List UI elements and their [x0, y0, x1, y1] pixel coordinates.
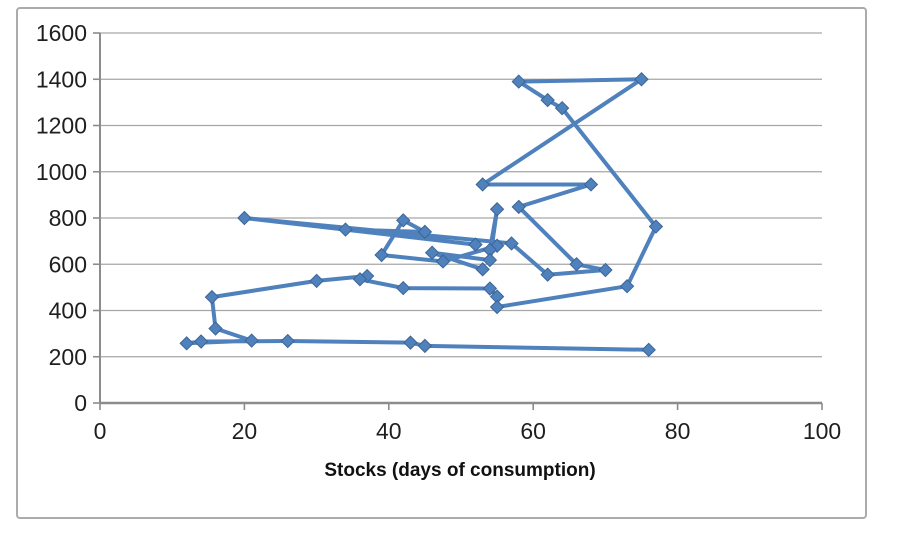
data-point-marker	[403, 335, 418, 350]
y-tick-label: 200	[49, 344, 87, 370]
x-tick-label: 40	[376, 418, 402, 444]
data-point-marker	[237, 210, 252, 226]
data-point-marker	[396, 280, 411, 296]
data-point-marker	[598, 262, 613, 278]
data-point-marker	[482, 281, 498, 296]
data-point-marker	[309, 273, 324, 289]
axes	[93, 32, 823, 410]
data-point-marker	[359, 268, 375, 284]
data-series	[179, 72, 664, 358]
y-tick-label: 1400	[36, 66, 87, 92]
data-point-marker	[424, 245, 440, 260]
data-series-line	[184, 77, 658, 352]
y-tick-label: 1200	[36, 113, 87, 139]
data-point-marker	[619, 279, 635, 294]
y-tick-label: 800	[49, 205, 87, 231]
data-point-marker	[511, 199, 526, 215]
data-point-marker	[475, 262, 490, 277]
data-point-marker	[554, 100, 570, 116]
x-tick-label: 20	[232, 418, 258, 444]
x-tick-label: 60	[520, 418, 546, 444]
data-point-marker	[482, 252, 498, 268]
data-point-marker	[648, 219, 664, 234]
data-point-marker	[179, 336, 194, 351]
data-point-marker	[338, 222, 353, 237]
data-point-marker	[475, 177, 490, 192]
data-point-marker	[468, 237, 483, 252]
x-axis-title: Stocks (days of consumption)	[324, 460, 595, 481]
x-tick-label: 0	[94, 418, 107, 444]
data-point-marker	[540, 92, 555, 108]
y-tick-label: 1600	[36, 20, 87, 46]
data-point-marker	[193, 334, 209, 349]
y-tick-label: 600	[49, 251, 87, 277]
data-point-marker	[417, 224, 433, 240]
y-tick-label: 0	[74, 390, 87, 416]
data-point-marker	[504, 236, 519, 251]
data-point-marker	[417, 338, 433, 354]
data-point-marker	[569, 257, 584, 272]
data-point-marker	[489, 202, 505, 217]
data-point-marker	[634, 72, 649, 87]
data-point-marker	[280, 333, 295, 349]
data-point-marker	[352, 272, 368, 287]
data-point-marker	[435, 254, 451, 269]
data-point-marker	[208, 321, 223, 336]
data-point-marker	[540, 267, 555, 282]
x-tick-label: 80	[665, 418, 691, 444]
data-point-marker	[583, 177, 599, 192]
data-point-marker	[396, 213, 411, 228]
data-point-marker	[641, 342, 656, 358]
data-point-marker	[204, 289, 220, 305]
x-tick-label: 100	[803, 418, 841, 444]
y-tick-label: 400	[49, 298, 87, 324]
y-tick-label: 1000	[36, 159, 87, 185]
data-point-marker	[489, 299, 505, 315]
data-point-marker	[374, 247, 389, 263]
axis-labels: 0 200 400 600 800 1000 1200 1400 1600 0 20 40 60 80 10…	[36, 20, 841, 444]
data-point-marker	[511, 74, 526, 89]
data-point-marker	[244, 333, 259, 348]
